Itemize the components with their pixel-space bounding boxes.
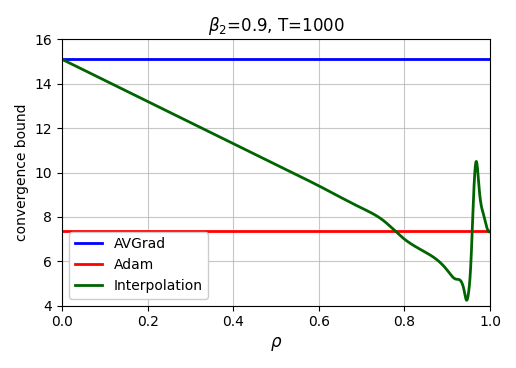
Interpolation xyxy=(137,95,143,100)
Y-axis label: convergence bound: convergence bound xyxy=(15,104,29,241)
Interpolation xyxy=(222,138,229,142)
Interpolation xyxy=(378,217,384,221)
Title: $\beta_2$=0.9, T=1000: $\beta_2$=0.9, T=1000 xyxy=(207,15,344,37)
Legend: AVGrad, Adam, Interpolation: AVGrad, Adam, Interpolation xyxy=(69,232,208,299)
X-axis label: $\rho$: $\rho$ xyxy=(270,335,282,353)
Interpolation xyxy=(411,244,417,248)
Interpolation xyxy=(337,195,344,199)
Interpolation xyxy=(316,184,322,188)
Interpolation xyxy=(59,57,65,61)
Line: Interpolation: Interpolation xyxy=(62,59,490,300)
Interpolation xyxy=(463,298,470,302)
Interpolation xyxy=(487,229,493,234)
